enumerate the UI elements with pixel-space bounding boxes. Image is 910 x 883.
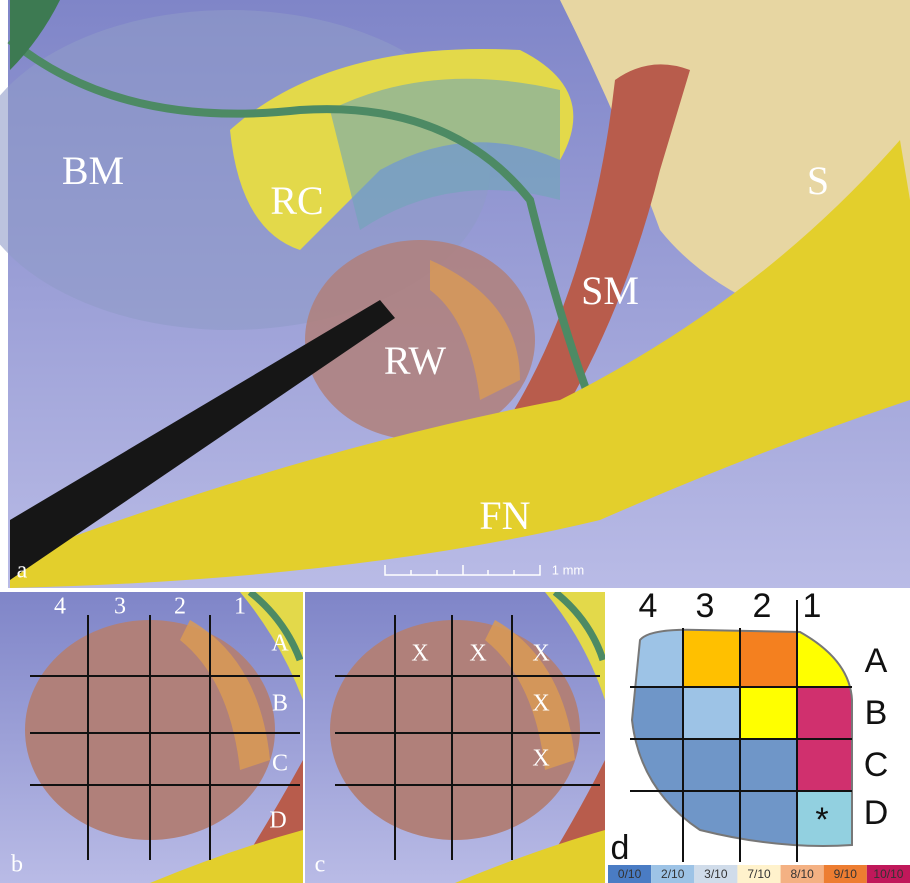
- panel-a: BM RC SM S RW FN a 1 mm: [0, 0, 910, 588]
- legend-label: 0/10: [618, 867, 642, 881]
- legend: 0/10 2/10 3/10 7/10 8/10 9/10 10/10: [608, 865, 910, 883]
- column-label: 4: [639, 587, 658, 625]
- label-s: S: [807, 158, 829, 203]
- label-fn: FN: [479, 493, 530, 538]
- column-label: 1: [234, 594, 246, 620]
- stimulation-mark: X: [532, 746, 549, 772]
- row-label: B: [272, 691, 288, 717]
- panel-label: d: [611, 829, 630, 867]
- legend-label: 2/10: [661, 867, 685, 881]
- cell: [740, 739, 797, 791]
- cell: [683, 628, 740, 687]
- legend-label: 7/10: [747, 867, 771, 881]
- row-label: D: [864, 794, 889, 832]
- panel-label: a: [17, 558, 28, 584]
- legend-label: 8/10: [790, 867, 814, 881]
- cell: [740, 687, 797, 739]
- column-label: 4: [54, 594, 66, 620]
- cell: [797, 687, 854, 739]
- stimulation-mark: X: [411, 641, 428, 667]
- cell: [797, 739, 854, 791]
- cell: [683, 687, 740, 739]
- panel-c: X X X X X c: [305, 592, 605, 883]
- column-label: 3: [114, 594, 126, 620]
- panel-label: c: [315, 852, 326, 878]
- column-label: 2: [174, 594, 186, 620]
- column-label: 1: [803, 587, 822, 625]
- column-label: 2: [753, 587, 772, 625]
- panel-label: b: [11, 852, 23, 878]
- cell: [797, 628, 854, 687]
- scale-bar-label: 1 mm: [552, 562, 585, 577]
- panel-d: 4 3 2 1 A B C D * d 0/10 2/10 3/10 7/10 8/10…: [608, 587, 910, 883]
- row-label: A: [271, 631, 289, 657]
- row-label: B: [865, 694, 888, 732]
- label-bm: BM: [62, 148, 124, 193]
- legend-label: 3/10: [704, 867, 728, 881]
- label-rw: RW: [384, 338, 446, 383]
- panel-b: 4 3 2 1 A B C D b: [0, 592, 303, 883]
- cell: [683, 791, 740, 851]
- row-label: A: [865, 642, 888, 680]
- row-label: C: [864, 746, 889, 784]
- label-rc: RC: [270, 178, 323, 223]
- legend-label: 9/10: [834, 867, 858, 881]
- figure: BM RC SM S RW FN a 1 mm 4 3 2 1 A B C D: [0, 0, 910, 883]
- stimulation-mark: X: [532, 691, 549, 717]
- column-label: 3: [696, 587, 715, 625]
- cell: [683, 739, 740, 791]
- label-sm: SM: [581, 268, 639, 313]
- cell: [740, 628, 797, 687]
- cell: [628, 791, 683, 851]
- marker: *: [815, 801, 828, 839]
- row-label: C: [272, 751, 288, 777]
- stimulation-mark: X: [469, 641, 486, 667]
- cell: [628, 687, 683, 739]
- stimulation-mark: X: [532, 641, 549, 667]
- row-label: D: [269, 808, 286, 834]
- legend-label: 10/10: [873, 867, 903, 881]
